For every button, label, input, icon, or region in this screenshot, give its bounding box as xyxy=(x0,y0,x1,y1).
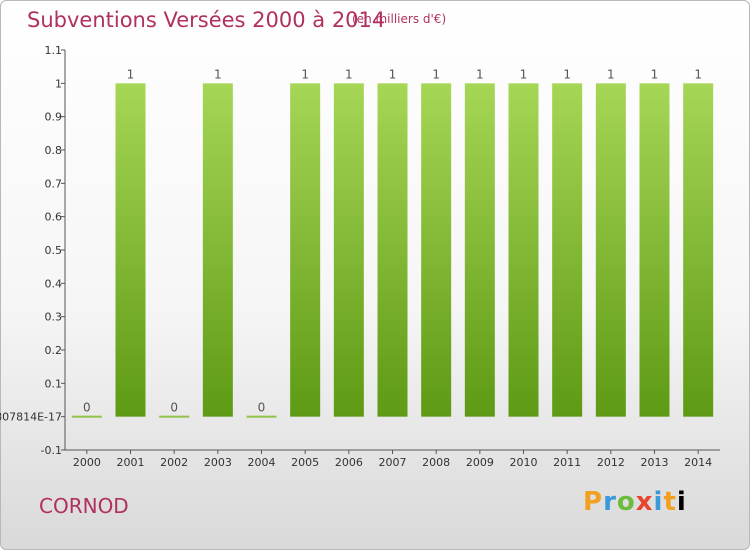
data-label: 1 xyxy=(301,67,309,81)
x-tick-label: 2009 xyxy=(466,456,494,469)
y-tick-label: 0.2 xyxy=(45,344,63,357)
x-tick-label: 2004 xyxy=(248,456,276,469)
bar xyxy=(639,83,670,417)
bar xyxy=(246,415,277,418)
commune-name: CORNOD xyxy=(39,494,129,518)
x-tick-label: 2012 xyxy=(597,456,625,469)
bar xyxy=(552,83,583,417)
y-tick-label: 0.1 xyxy=(45,377,63,390)
x-tick-label: 2011 xyxy=(553,456,581,469)
x-tick-label: 2013 xyxy=(641,456,669,469)
chart-unit: (en milliers d'€) xyxy=(352,12,447,26)
data-label: 1 xyxy=(651,67,659,81)
data-label: 1 xyxy=(389,67,397,81)
bar xyxy=(71,415,102,418)
data-label: 1 xyxy=(520,67,528,81)
bar xyxy=(421,83,452,417)
x-tick-label: 2014 xyxy=(684,456,712,469)
y-tick-label: 0.9 xyxy=(45,111,63,124)
data-label: 0 xyxy=(258,401,266,415)
x-tick-label: 2010 xyxy=(510,456,538,469)
x-tick-label: 2005 xyxy=(291,456,319,469)
bar xyxy=(508,83,539,417)
x-tick-label: 2008 xyxy=(422,456,450,469)
bar xyxy=(683,83,714,417)
bar xyxy=(595,83,626,417)
bar xyxy=(159,415,190,418)
y-tick-label: 0.6 xyxy=(45,211,63,224)
x-tick-label: 2001 xyxy=(117,456,145,469)
y-tick-label: 1.3877787807814E-17 xyxy=(0,411,62,424)
bar xyxy=(115,83,146,417)
x-tick-label: 2002 xyxy=(160,456,188,469)
data-label: 1 xyxy=(214,67,222,81)
y-tick-label: 0.3 xyxy=(45,311,63,324)
data-label: 1 xyxy=(694,67,702,81)
chart-title: Subventions Versées 2000 à 2014 xyxy=(27,8,386,32)
y-tick-label: 0.8 xyxy=(45,144,63,157)
bar xyxy=(377,83,408,417)
bar xyxy=(202,83,233,417)
proxiti-logo: Proxiti xyxy=(583,487,687,517)
y-tick-label: 0.4 xyxy=(45,277,63,290)
y-tick-label: 1.1 xyxy=(45,44,63,57)
data-label: 0 xyxy=(170,401,178,415)
y-tick-label: 0.7 xyxy=(45,177,63,190)
bar xyxy=(464,83,495,417)
y-tick-label: 0.5 xyxy=(45,244,63,257)
data-label: 1 xyxy=(563,67,571,81)
x-tick-label: 2003 xyxy=(204,456,232,469)
data-label: 0 xyxy=(83,401,91,415)
bar xyxy=(333,83,364,417)
data-label: 1 xyxy=(476,67,484,81)
data-label: 1 xyxy=(127,67,135,81)
x-tick-label: 2000 xyxy=(73,456,101,469)
data-label: 1 xyxy=(345,67,353,81)
y-tick-label: 1 xyxy=(55,77,62,90)
bar xyxy=(290,83,321,417)
data-label: 1 xyxy=(607,67,615,81)
x-tick-label: 2007 xyxy=(379,456,407,469)
data-label: 1 xyxy=(432,67,440,81)
x-tick-label: 2006 xyxy=(335,456,363,469)
y-tick-label: -0.1 xyxy=(41,444,62,457)
